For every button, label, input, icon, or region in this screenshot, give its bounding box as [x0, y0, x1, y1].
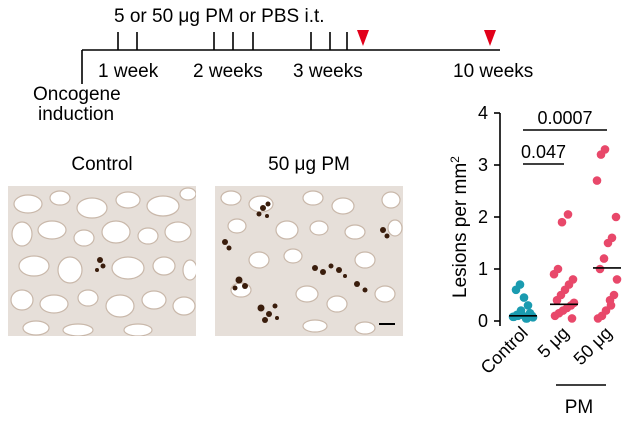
y-tick-label: 3 [478, 155, 488, 175]
y-axis-label: Lesions per mm2 [448, 156, 471, 298]
lesions-chart: 0 1 2 3 4 Lesions per mm2 0.047 0.0007 Contro… [448, 103, 622, 418]
data-point [567, 314, 577, 323]
data-point [600, 145, 610, 154]
alveolar-spaces [220, 190, 403, 335]
data-point [557, 217, 567, 227]
data-point [611, 212, 621, 222]
pm-micrograph [215, 186, 403, 336]
time-label-2-weeks: 2 weeks [193, 61, 263, 82]
y-ticks: 0 1 2 3 4 [478, 103, 500, 331]
x-tick-label: 50 μg [570, 323, 616, 369]
data-point [592, 176, 602, 185]
timeline: 5 or 50 μg PM or PBS i.t. 1 week 2 weeks… [33, 6, 533, 125]
pm-group-label: PM [565, 397, 594, 418]
pm-tissue-image [215, 186, 403, 336]
data-points [508, 145, 622, 323]
data-point [519, 293, 529, 302]
data-point [523, 301, 533, 310]
data-point [607, 233, 617, 243]
data-point [516, 306, 526, 315]
control-panel-title: Control [71, 154, 133, 175]
data-point [568, 275, 578, 284]
control-tissue-image [8, 186, 196, 336]
data-point [606, 301, 616, 310]
treatment-label: 5 or 50 μg PM or PBS i.t. [114, 6, 325, 27]
y-tick-label: 1 [478, 259, 488, 279]
time-label-1-week: 1 week [98, 61, 159, 82]
p-value-label: 0.0007 [537, 108, 592, 128]
comparisons: 0.047 0.0007 [521, 108, 607, 165]
data-point [595, 264, 605, 274]
p-value-label: 0.047 [521, 142, 566, 162]
pm-panel-title: 50 μg PM [268, 154, 350, 175]
harvest-arrow [357, 30, 369, 46]
y-tick-label: 2 [478, 207, 488, 227]
endpoint-arrow [484, 30, 496, 46]
control-micrograph [8, 186, 196, 336]
y-tick-label: 4 [478, 103, 488, 123]
data-point [612, 275, 622, 284]
data-point [563, 210, 573, 219]
stained-lesion [95, 257, 106, 272]
dose-ticks [117, 32, 348, 50]
data-point [515, 280, 525, 289]
time-label-3-weeks: 3 weeks [293, 61, 363, 82]
alveolar-spaces [10, 187, 196, 336]
oncogene-label: Oncogene [33, 84, 121, 105]
data-point [553, 264, 563, 274]
induction-label: induction [38, 104, 114, 125]
medians [509, 267, 621, 317]
time-label-10-weeks: 10 weeks [453, 61, 533, 82]
data-point [599, 254, 609, 263]
x-tick-label: 5 μg [534, 323, 573, 362]
stained-lesions [222, 201, 390, 323]
y-tick-label: 0 [478, 311, 488, 331]
data-point [569, 298, 579, 308]
data-point [609, 290, 619, 300]
